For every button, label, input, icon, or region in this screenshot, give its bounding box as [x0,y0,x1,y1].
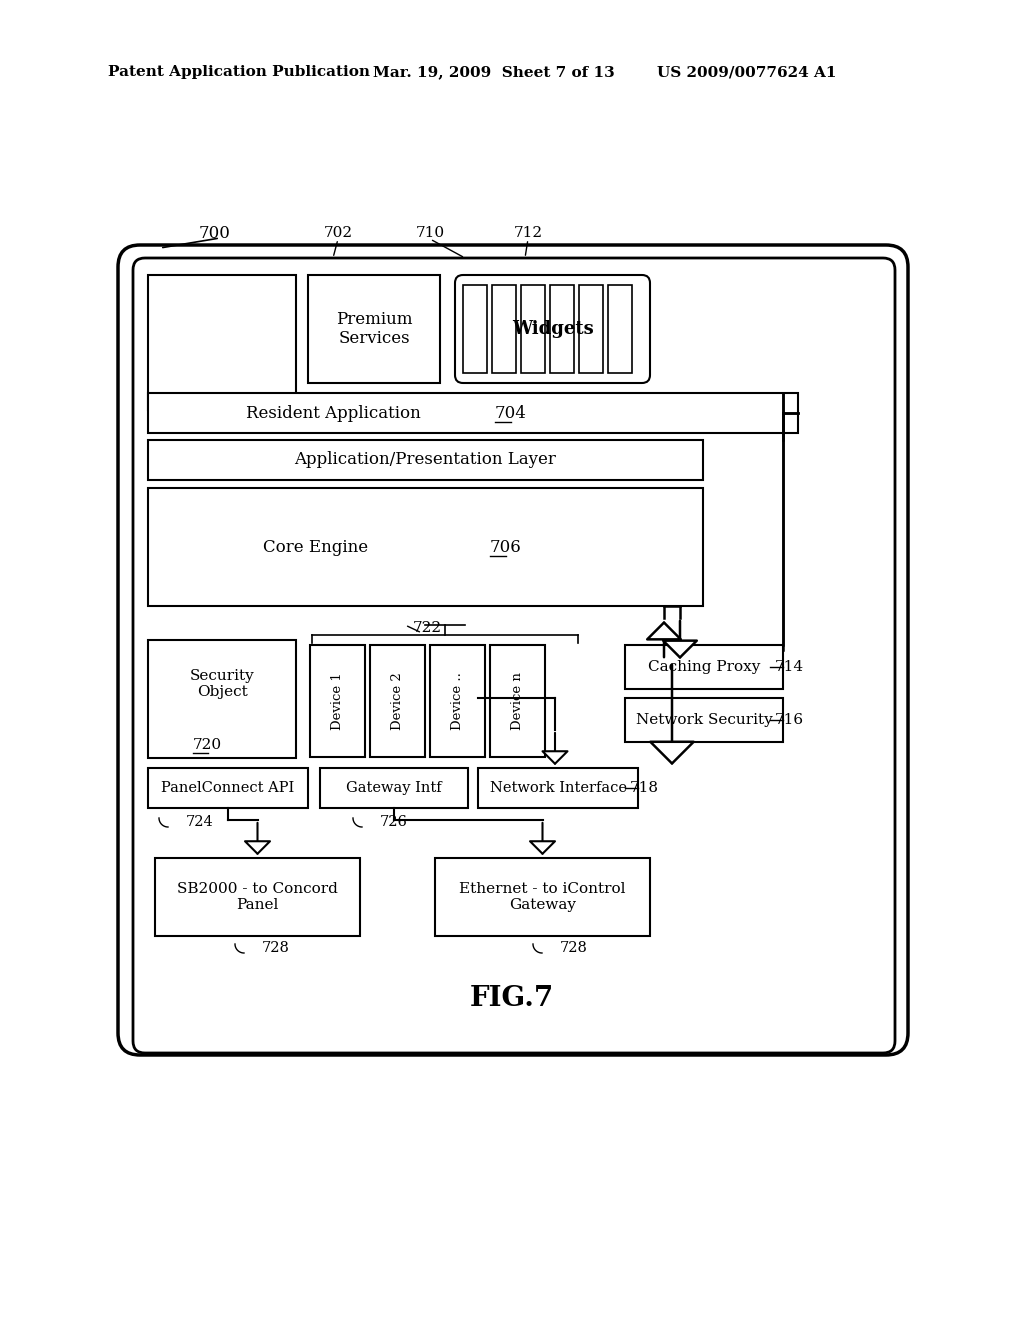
Text: 724: 724 [186,814,214,829]
Bar [463,285,487,374]
Text: 704: 704 [495,404,527,421]
Text: Ethernet - to iControl
Gateway: Ethernet - to iControl Gateway [459,882,626,912]
Text: Device ..: Device .. [451,672,464,730]
Text: Security
Object: Security Object [189,669,254,700]
Text: Device 2: Device 2 [391,672,404,730]
Text: Gateway Intf: Gateway Intf [346,781,441,795]
Bar [148,440,703,480]
Text: Device 1: Device 1 [331,672,344,730]
Text: 706: 706 [490,539,522,556]
Text: 702: 702 [324,226,352,240]
Bar [148,768,308,808]
Bar [579,285,603,374]
Text: Mar. 19, 2009  Sheet 7 of 13: Mar. 19, 2009 Sheet 7 of 13 [373,65,614,79]
Bar [478,768,638,808]
FancyBboxPatch shape [455,275,650,383]
Text: FIG.7: FIG.7 [470,985,554,1011]
Bar [148,488,703,606]
Bar [155,858,360,936]
Text: Patent Application Publication: Patent Application Publication [108,65,370,79]
Text: SB2000 - to Concord
Panel: SB2000 - to Concord Panel [177,882,338,912]
Bar [550,285,574,374]
Text: 718: 718 [630,781,659,795]
Text: 710: 710 [416,226,444,240]
Bar [308,275,440,383]
Text: 720: 720 [193,738,222,752]
Text: US 2009/0077624 A1: US 2009/0077624 A1 [657,65,837,79]
Bar [319,768,468,808]
Text: 722: 722 [413,620,441,635]
Text: Resident Application: Resident Application [246,404,421,421]
Bar [148,393,798,433]
Bar [148,640,296,758]
Text: 728: 728 [262,941,290,954]
FancyBboxPatch shape [133,257,895,1053]
Text: Premium
Services: Premium Services [336,310,413,347]
Bar [521,285,545,374]
Text: 726: 726 [380,814,408,829]
Text: 728: 728 [560,941,588,954]
Text: Network Security: Network Security [636,713,772,727]
Text: 700: 700 [199,224,231,242]
Text: Application/Presentation Layer: Application/Presentation Layer [295,451,556,469]
Bar [490,645,545,756]
Text: Device n: Device n [511,672,524,730]
Bar [625,698,783,742]
Text: PanelConnect API: PanelConnect API [162,781,295,795]
Text: Caching Proxy: Caching Proxy [648,660,760,675]
Bar [492,285,516,374]
Bar [608,285,632,374]
Bar [625,645,783,689]
Text: 716: 716 [775,713,804,727]
Bar [430,645,485,756]
Text: Widgets: Widgets [512,319,593,338]
Bar [148,275,296,411]
Text: 714: 714 [775,660,804,675]
Text: 712: 712 [513,226,543,240]
Text: Core Engine: Core Engine [263,539,369,556]
Text: Network Interface: Network Interface [489,781,627,795]
Bar [310,645,365,756]
FancyBboxPatch shape [118,246,908,1055]
Bar [370,645,425,756]
Bar [435,858,650,936]
